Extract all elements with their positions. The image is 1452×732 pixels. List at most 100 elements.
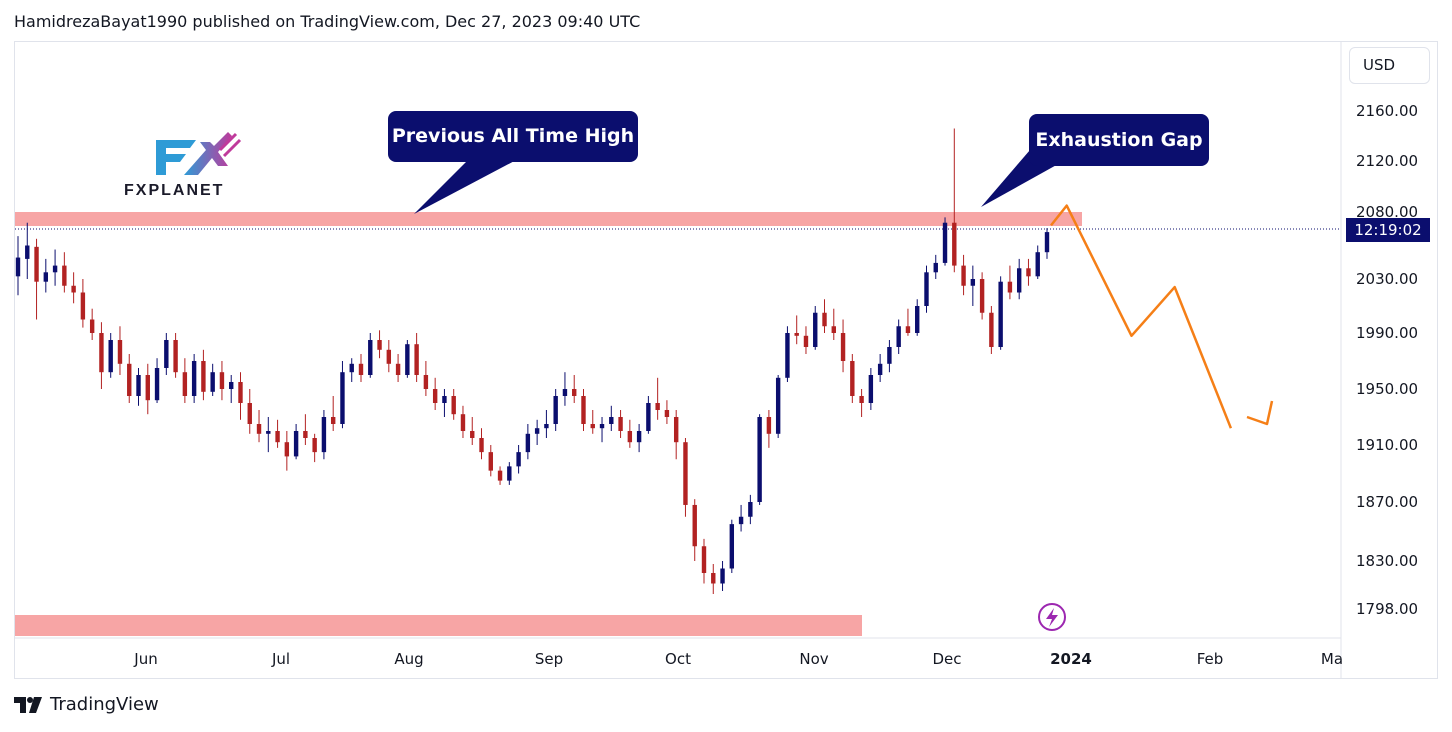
tradingview-logo-icon[interactable] (14, 696, 44, 713)
price-tick-label: 2160.00 (1356, 102, 1418, 120)
time-tick-label: Sep (535, 650, 563, 668)
candle-body (275, 431, 280, 443)
candle-body (516, 452, 521, 467)
candle-body (349, 363, 354, 373)
fx-icon (156, 132, 242, 175)
time-tick-label: Nov (799, 650, 828, 668)
candle-body (1035, 252, 1040, 277)
candle-body (766, 417, 772, 434)
candle-body (850, 361, 855, 396)
price-tick-label: 1870.00 (1356, 493, 1418, 511)
candle-body (414, 344, 419, 375)
candle-body (377, 340, 382, 350)
candle-body (460, 414, 466, 431)
candle-body (859, 396, 864, 403)
logo-text: FXPLANET (124, 182, 225, 199)
candle-body (71, 285, 76, 293)
candle-body (1044, 232, 1050, 253)
candles-group (15, 128, 1050, 594)
price-tick-label: 1990.00 (1356, 324, 1418, 342)
candle-body (470, 431, 475, 438)
time-tick-label: Aug (394, 650, 423, 668)
candle-body (933, 262, 938, 273)
candle-body (915, 306, 920, 333)
candle-body (432, 389, 438, 403)
candle-body (210, 372, 215, 392)
time-tick-label: Jul (271, 650, 290, 668)
support-zone-rect (15, 615, 862, 636)
time-axis: Jun Jul Aug Sep Oct Nov Dec 2024 Feb Ma (133, 650, 1343, 668)
resistance-zone-rect (15, 212, 1082, 226)
resistance-zone (15, 212, 1082, 226)
candle-body (405, 344, 410, 375)
candle-body (618, 417, 623, 431)
candle-body (340, 372, 345, 424)
time-tick-label: Feb (1197, 650, 1224, 668)
candle-body (219, 372, 225, 389)
candle-body (646, 403, 651, 431)
flash-icon-bolt[interactable] (1046, 608, 1058, 627)
publish-header: HamidrezaBayat1990 published on TradingV… (14, 12, 641, 31)
price-tick-label: 2080.00 (1356, 203, 1418, 221)
candle-body (43, 272, 49, 282)
candle-body (887, 347, 892, 364)
candle-body (562, 389, 568, 396)
candle-body (127, 363, 132, 396)
ath-pointer (414, 158, 520, 214)
candle-body (942, 222, 948, 263)
candle-body (386, 349, 392, 364)
candle-body (229, 382, 234, 389)
projection-path (1050, 204, 1233, 429)
fxplanet-logo: FXPLANET (124, 130, 274, 199)
candle-body (544, 424, 549, 429)
price-tick-label: 1950.00 (1356, 380, 1418, 398)
tradingview-brand[interactable]: TradingView (50, 694, 159, 715)
candle-body (525, 433, 531, 453)
price-tick-label: 2030.00 (1356, 270, 1418, 288)
candle-body (136, 375, 141, 396)
candle-body (108, 340, 113, 373)
candle-body (877, 363, 883, 375)
candle-body (497, 470, 503, 481)
candle-body (683, 442, 688, 505)
flash-icon-circle[interactable] (1038, 603, 1066, 631)
price-tick-label: 1830.00 (1356, 552, 1418, 570)
candle-body (627, 431, 633, 443)
projection-arrowhead (1246, 400, 1274, 426)
candle-body (312, 438, 317, 453)
candle-body (330, 417, 336, 424)
candle-body (256, 424, 262, 434)
time-tick-label: Oct (665, 650, 691, 668)
candle-body (34, 246, 39, 282)
candle-body (673, 417, 679, 443)
currency-button[interactable]: USD (1349, 47, 1430, 84)
price-axis: 2160.00 2120.00 2080.00 2030.00 1990.00 1950.… (1356, 102, 1418, 618)
candle-body (15, 257, 21, 277)
time-tick-label: Dec (932, 650, 961, 668)
candle-body (266, 431, 271, 434)
candle-body (173, 340, 178, 373)
candle-body (89, 319, 95, 333)
candle-body (794, 333, 799, 336)
candle-body (293, 431, 299, 457)
candle-body (284, 442, 290, 457)
candle-body (238, 382, 243, 403)
candle-body (451, 396, 456, 415)
price-tick-label: 1798.00 (1356, 600, 1418, 618)
candle-body (831, 326, 836, 333)
candle-body (609, 417, 614, 424)
candle-body (145, 375, 150, 401)
price-tick-label: 2120.00 (1356, 152, 1418, 170)
candle-body (720, 568, 725, 584)
countdown-label: 12:19:02 (1346, 218, 1430, 242)
candle-body (1026, 268, 1031, 277)
flash-icon[interactable] (1038, 603, 1066, 631)
time-tick-label: Ma (1321, 650, 1343, 668)
candle-body (979, 279, 985, 313)
candle-body (738, 516, 744, 525)
candle-body (998, 281, 1003, 347)
candle-body (358, 363, 364, 375)
candle-body (905, 326, 911, 333)
candle-body (748, 502, 753, 517)
